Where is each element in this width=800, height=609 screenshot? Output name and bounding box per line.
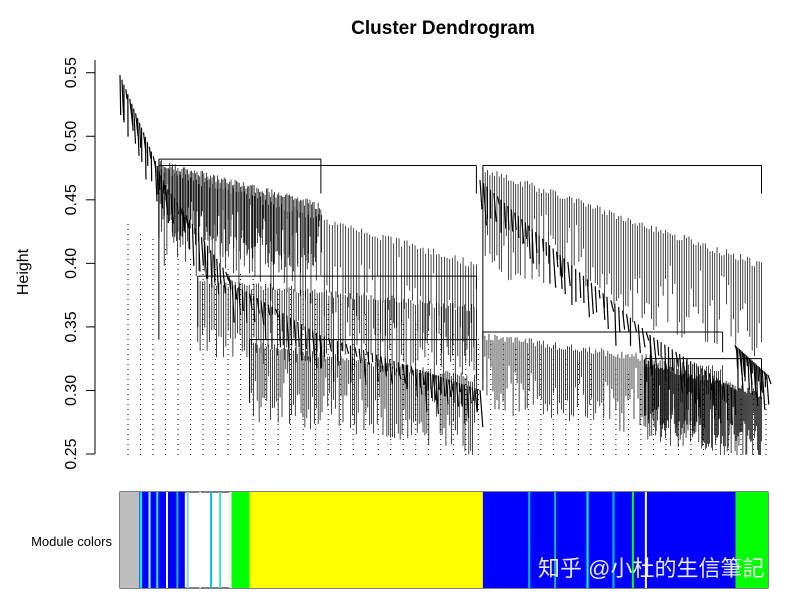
module-color-stripe (210, 492, 212, 588)
module-color-stripe (230, 492, 232, 588)
dense-leaf-fan (342, 343, 343, 352)
module-color-stripe (166, 492, 168, 588)
dense-leaf-fan (702, 368, 703, 384)
y-tick-label: 0.25 (63, 438, 80, 469)
y-tick-label: 0.55 (63, 57, 80, 88)
y-tick-label: 0.45 (63, 184, 80, 215)
dense-leaf-fan (487, 187, 488, 219)
dense-leaf-fan (333, 340, 334, 382)
module-color-block (250, 492, 483, 588)
y-tick-label: 0.35 (63, 311, 80, 342)
dense-leaf-fan (316, 333, 317, 368)
dense-leaf-fan (694, 364, 695, 404)
y-tick-label: 0.40 (63, 248, 80, 279)
dense-leaf-fan (195, 228, 196, 244)
module-color-stripe (140, 492, 142, 588)
module-color-stripe (149, 492, 151, 588)
module-color-stripe (156, 492, 158, 588)
dense-leaf-fan (724, 383, 725, 401)
dense-leaf-fan (145, 137, 146, 179)
module-colors-label: Module colors (31, 534, 112, 549)
dense-leaf-fan (758, 366, 759, 381)
y-tick-label: 0.50 (63, 121, 80, 152)
module-color-stripe (528, 492, 530, 588)
module-color-stripe (219, 492, 221, 588)
dense-leaf-fan (720, 380, 721, 423)
dense-leaf-fan (246, 292, 247, 323)
dense-leaf-fan (120, 75, 121, 115)
dense-leaf-fan (672, 349, 673, 370)
watermark: 知乎 @小杜的生信筆記 (538, 556, 764, 581)
dense-leaf-fan (518, 216, 519, 238)
dense-leaf-fan (735, 390, 736, 415)
y-tick-label: 0.30 (63, 375, 80, 406)
dense-leaf-fan (599, 290, 600, 299)
module-color-block (230, 492, 249, 588)
module-color-block (120, 492, 139, 588)
module-color-stripe (176, 492, 178, 588)
module-color-stripe (199, 492, 201, 588)
chart-title: Cluster Dendrogram (351, 18, 535, 39)
module-color-stripe (187, 492, 189, 588)
y-axis-label: Height (15, 248, 32, 295)
dense-leaf-fan (157, 166, 158, 195)
